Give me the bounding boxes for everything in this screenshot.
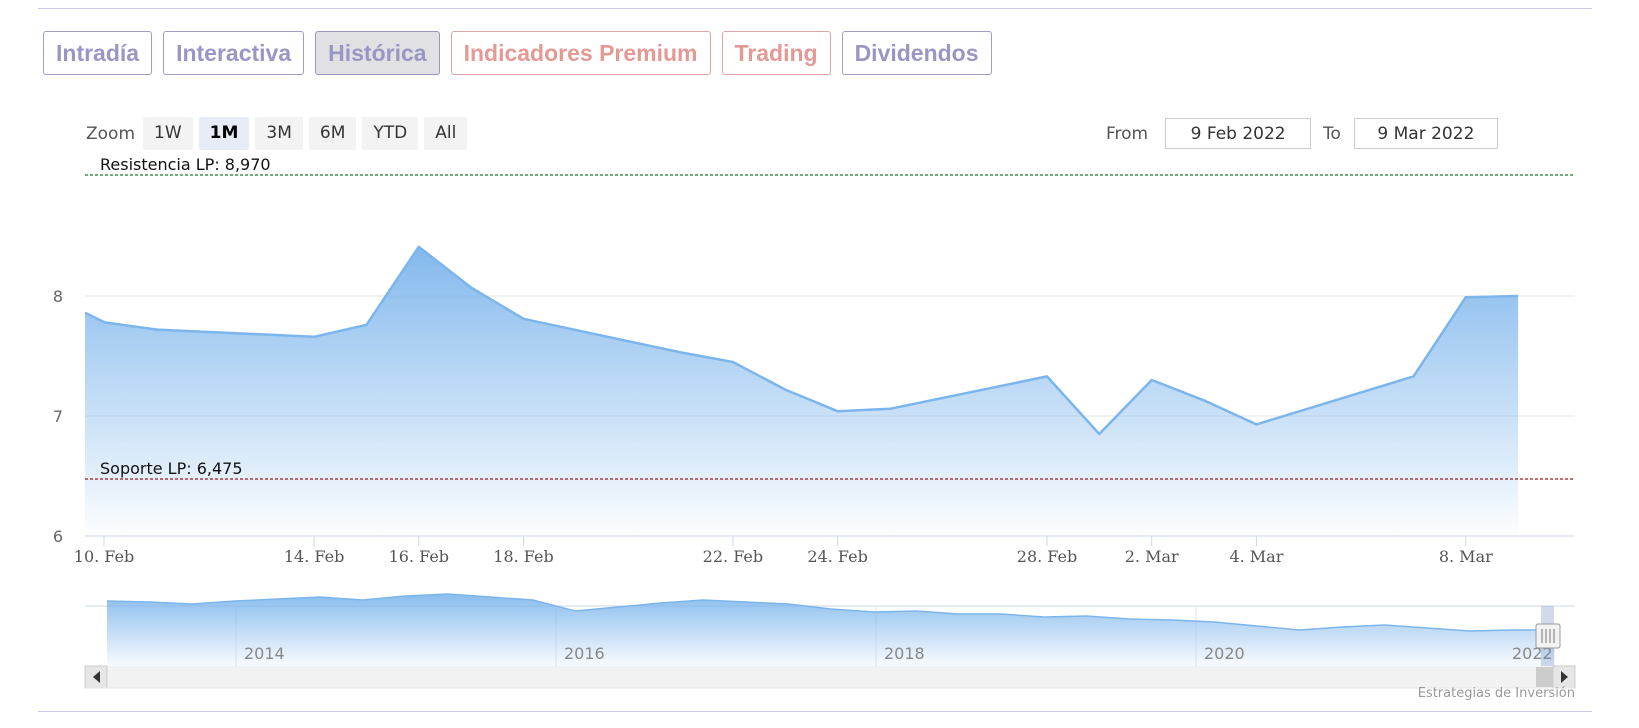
y-tick-label: 6 <box>53 527 63 546</box>
x-tick-label: 2. Mar <box>1125 547 1179 566</box>
tab-trading[interactable]: Trading <box>721 31 831 75</box>
zoom-button-ytd[interactable]: YTD <box>362 117 419 150</box>
navigator-year-label: 2020 <box>1204 644 1245 663</box>
x-tick-label: 24. Feb <box>807 547 867 566</box>
range-to: To 9 Mar 2022 <box>1323 118 1498 149</box>
resistance-label: Resistencia LP: 8,970 <box>100 155 271 174</box>
from-date-input[interactable]: 9 Feb 2022 <box>1165 118 1312 149</box>
support-label: Soporte LP: 6,475 <box>100 459 243 478</box>
tab-indicadores-premium[interactable]: Indicadores Premium <box>450 31 711 75</box>
x-tick-label: 16. Feb <box>389 547 449 566</box>
navigator-line <box>106 593 1555 632</box>
zoom-button-1m[interactable]: 1M <box>198 117 250 150</box>
tab-intrad-a[interactable]: Intradía <box>43 31 153 75</box>
x-tick-label: 8. Mar <box>1439 547 1493 566</box>
zoom-button-3m[interactable]: 3M <box>255 117 303 150</box>
tab-interactiva[interactable]: Interactiva <box>163 31 305 75</box>
tab-dividendos[interactable]: Dividendos <box>841 31 992 75</box>
navigator-area <box>107 594 1555 666</box>
tab-hist-rica[interactable]: Histórica <box>315 31 440 75</box>
zoom-selector: Zoom 1W 1M 3M 6M YTD All <box>86 117 468 150</box>
chevron-left-icon <box>93 671 100 683</box>
navigator-handle <box>1535 623 1561 649</box>
bottom-divider <box>38 711 1592 712</box>
x-tick-label: 28. Feb <box>1017 547 1077 566</box>
zoom-label: Zoom <box>86 123 136 144</box>
y-tick-label: 7 <box>53 407 63 426</box>
zoom-button-1w[interactable]: 1W <box>143 117 193 150</box>
scrollbar-thumb <box>1536 667 1554 687</box>
zoom-button-6m[interactable]: 6M <box>308 117 357 150</box>
chart-tabs: Intradía Interactiva Histórica Indicadores … <box>43 31 992 75</box>
x-tick-label: 14. Feb <box>284 547 344 566</box>
chevron-right-icon <box>1561 671 1568 683</box>
price-area <box>85 246 1519 537</box>
navigator-year-label: 2022 <box>1512 644 1553 663</box>
credit-link[interactable]: Estrategias de Inversión <box>1417 686 1575 701</box>
to-label: To <box>1323 123 1341 144</box>
x-tick-label: 4. Mar <box>1229 547 1283 566</box>
x-tick-label: 18. Feb <box>493 547 553 566</box>
zoom-button-all[interactable]: All <box>424 117 468 150</box>
x-tick-label: 22. Feb <box>703 547 763 566</box>
to-date-input[interactable]: 9 Mar 2022 <box>1353 118 1498 149</box>
top-divider <box>38 8 1592 9</box>
navigator-year-label: 2014 <box>244 644 285 663</box>
scrollbar-track <box>85 666 1575 688</box>
navigator-year-label: 2016 <box>564 644 605 663</box>
navigator-year-label: 2018 <box>884 644 925 663</box>
y-tick-label: 8 <box>53 287 63 306</box>
from-label: From <box>1106 123 1149 144</box>
x-tick-label: 10. Feb <box>74 547 134 566</box>
range-from: From 9 Feb 2022 <box>1106 118 1312 149</box>
price-line <box>84 245 1519 436</box>
